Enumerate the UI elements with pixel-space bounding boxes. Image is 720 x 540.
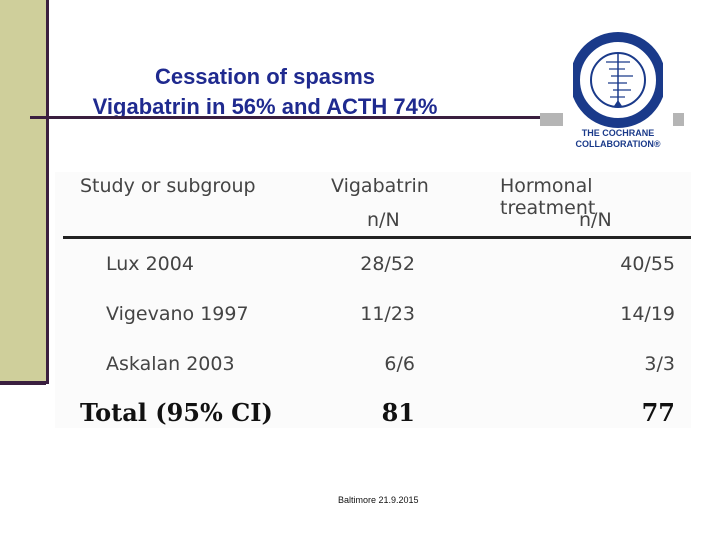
total-label: Total (95% CI) — [80, 398, 273, 427]
side-bar-divider — [46, 0, 49, 384]
row-1-study: Lux 2004 — [106, 253, 194, 275]
results-table: Study or subgroup Vigabatrin n/N Hormona… — [55, 172, 691, 428]
footer-text: Baltimore 21.9.2015 — [338, 495, 419, 505]
row-3-hormonal: 3/3 — [644, 353, 675, 375]
row-3-study: Askalan 2003 — [106, 353, 235, 375]
header-study: Study or subgroup — [80, 175, 256, 197]
title-rule — [30, 116, 540, 119]
total-vigabatrin: 81 — [381, 398, 415, 427]
header-hormonal: Hormonal treatment — [500, 175, 596, 219]
row-2-study: Vigevano 1997 — [106, 303, 249, 325]
header-hormonal-nn: n/N — [579, 209, 612, 231]
side-bar — [0, 0, 46, 384]
row-1-hormonal: 40/55 — [620, 253, 675, 275]
header-vigabatrin-nn: n/N — [367, 209, 400, 231]
row-2-hormonal: 14/19 — [620, 303, 675, 325]
row-2-vigabatrin: 11/23 — [360, 303, 415, 325]
title-rule-accent-right — [672, 113, 684, 126]
logo-text: THE COCHRANE COLLABORATION® — [575, 128, 661, 149]
header-rule — [63, 236, 691, 239]
cochrane-logo-icon — [573, 32, 663, 128]
title-rule-accent-left — [540, 113, 570, 126]
side-bar-bottom-rule — [0, 381, 46, 385]
slide-title: Cessation of spasms Vigabatrin in 56% an… — [30, 62, 500, 122]
total-hormonal: 77 — [641, 398, 675, 427]
row-3-vigabatrin: 6/6 — [384, 353, 415, 375]
title-line-1: Cessation of spasms — [154, 64, 376, 89]
title-line-2: Vigabatrin in 56% and ACTH 74% — [92, 94, 438, 119]
row-1-vigabatrin: 28/52 — [360, 253, 415, 275]
header-vigabatrin: Vigabatrin — [331, 175, 429, 197]
cochrane-logo: THE COCHRANE COLLABORATION® — [563, 28, 673, 150]
